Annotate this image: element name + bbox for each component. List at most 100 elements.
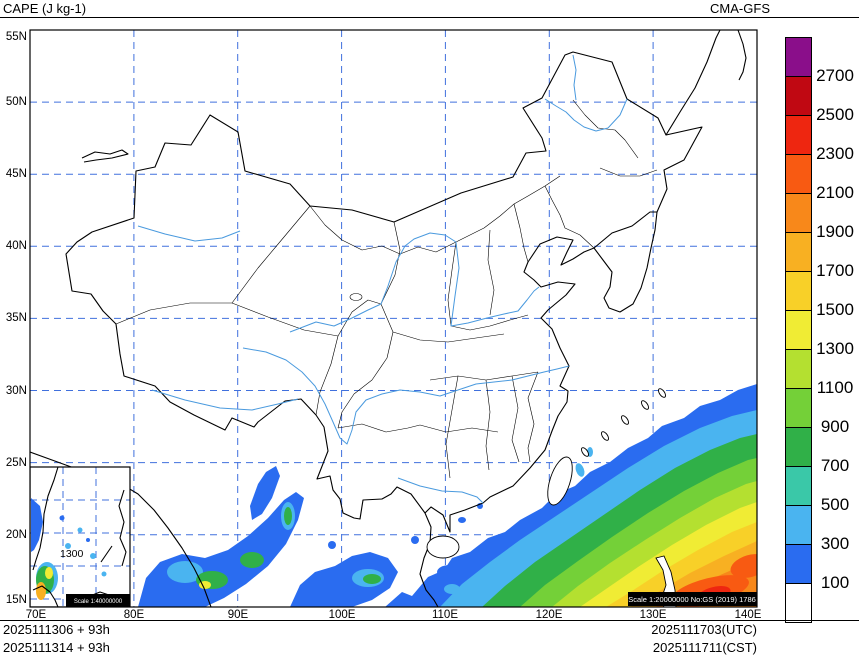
cape-patch-west-blue [138, 492, 304, 607]
lon-tick-100e: 100E [328, 609, 356, 621]
colorbar-tick-label: 1300 [816, 339, 854, 358]
korea-coastline [593, 211, 658, 313]
colorbar-swatch [785, 388, 812, 428]
cape-speck [411, 536, 419, 544]
inset-map: 1300 Scale 1:40000000 [30, 466, 131, 607]
inset-cape-yellow [45, 567, 53, 579]
cape-patch-west-cyan [167, 561, 203, 583]
cape-field [138, 384, 757, 607]
lat-tick-35n: 35N [5, 312, 27, 324]
colorbar-swatch [785, 544, 812, 584]
amur-river [544, 98, 609, 132]
colorbar-tick-label: 2500 [816, 105, 854, 124]
lat-tick-30n: 30N [5, 385, 27, 397]
colorbar-swatch [785, 76, 812, 116]
lon-tick-90e: 90E [227, 609, 249, 621]
province-borders [115, 99, 658, 479]
colorbar-swatch [785, 466, 812, 506]
footer-init-utc: 2025111306 + 93h [3, 622, 110, 637]
indochina-coastline [419, 512, 439, 607]
scale-bar: Scale 1:20000000 No:GS (2019) 1786 [628, 592, 757, 606]
colorbar-tick-label: 1100 [816, 378, 854, 397]
inset-cape-blue [31, 498, 43, 552]
cape-speck [458, 517, 466, 523]
lon-tick-70e: 70E [25, 609, 47, 621]
inset-cape-speck [101, 571, 107, 577]
lake-balkhash [81, 149, 129, 163]
lat-tick-55n: 55N [5, 31, 27, 43]
page-title: CAPE (J kg-1) [3, 1, 87, 16]
ryukyu-island [621, 415, 629, 425]
cape-patch-west-green [240, 552, 264, 568]
inset-value-label: 1300 [60, 548, 84, 560]
rivers [137, 54, 628, 504]
colorbar-swatch [785, 349, 812, 389]
lat-tick-40n: 40N [5, 240, 27, 252]
lat-tick-45n: 45N [5, 168, 27, 180]
argun-river [572, 54, 577, 101]
header-divider [0, 17, 859, 18]
colorbar-tick-label: 300 [820, 534, 850, 553]
colorbar-tick-label: 2300 [816, 144, 854, 163]
colorbar-tick-label: 1700 [816, 261, 854, 280]
inset-cape-speck [90, 553, 96, 559]
yarlung-river [151, 389, 299, 411]
china-outline [65, 51, 703, 533]
colorbar-tick-label: 500 [820, 495, 850, 514]
colorbar-swatch [785, 583, 812, 623]
colorbar-swatch [785, 232, 812, 272]
cape-speck [437, 565, 463, 579]
cape-streak-green [284, 507, 292, 525]
model-name: CMA-GFS [710, 1, 770, 16]
lon-tick-80e: 80E [123, 609, 145, 621]
hainan-island [426, 535, 460, 559]
colorbar-swatch [785, 193, 812, 233]
lat-tick-25n: 25N [5, 457, 27, 469]
ryukyu-island [581, 447, 589, 457]
footer-divider [0, 620, 859, 621]
colorbar-tick-label: 1500 [816, 300, 854, 319]
lat-tick-15n: 15N [5, 594, 27, 606]
inset-cape-speck [77, 527, 83, 533]
colorbar-swatch [785, 154, 812, 194]
inset-cape-speck [59, 515, 65, 521]
taiwan-island [547, 456, 573, 506]
lat-tick-20n: 20N [5, 529, 27, 541]
colorbar-tick-label: 100 [820, 573, 850, 592]
colorbar-swatch [785, 271, 812, 311]
colorbar [785, 37, 812, 623]
colorbar-tick-label: 900 [820, 417, 850, 436]
ryukyu-island [658, 388, 666, 398]
lon-tick-110e: 110E [431, 609, 458, 621]
cape-speck [328, 541, 336, 549]
colorbar-swatch [785, 115, 812, 155]
lon-tick-130e: 130E [639, 609, 667, 621]
cape-streak-blue [250, 466, 280, 520]
lat-tick-50n: 50N [5, 96, 27, 108]
tarim-river [137, 225, 241, 242]
inset-cape-speck [86, 538, 90, 542]
cape-patch-indochina-blue [290, 552, 398, 607]
colorbar-swatch [785, 427, 812, 467]
lon-tick-140e: 140E [734, 609, 762, 621]
colorbar-tick-label: 1900 [816, 222, 854, 241]
colorbar-tick-label: 700 [820, 456, 850, 475]
footer-valid-utc: 2025111703(UTC) [651, 622, 757, 637]
cape-speck [575, 463, 585, 477]
inset-cape-speck [65, 543, 71, 549]
footer-valid-cst: 2025111711(CST) [652, 640, 757, 655]
cape-speck [444, 584, 460, 594]
colorbar-swatch [785, 310, 812, 350]
pearl-river [397, 477, 484, 504]
map-frame [29, 29, 758, 608]
colorbar-swatch [785, 37, 812, 77]
scale-note: Scale 1:20000000 No:GS (2019) 1786 [628, 595, 756, 604]
colorbar-tick-label: 2100 [816, 183, 854, 202]
sakhalin-coastline [737, 30, 747, 81]
inset-scale-note: Scale 1:40000000 [74, 599, 123, 605]
cape-region-2100 [730, 554, 757, 578]
yellow-river [289, 232, 540, 333]
footer-init-cst: 2025111314 + 93h [3, 640, 110, 655]
